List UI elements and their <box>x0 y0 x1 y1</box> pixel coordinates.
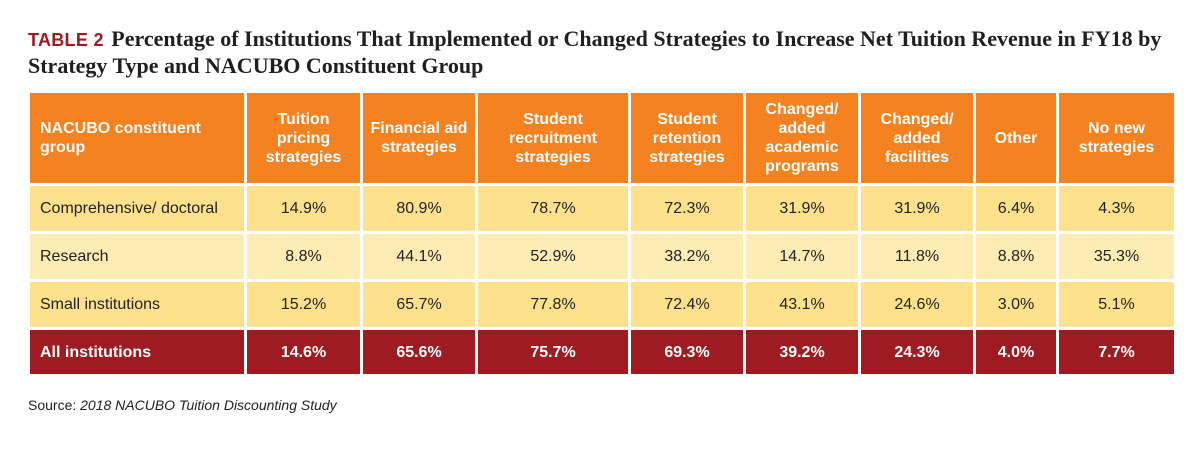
row-label: Comprehensive/ doctoral <box>30 186 244 231</box>
column-header: Other <box>976 93 1056 183</box>
total-row: All institutions 14.6% 65.6% 75.7% 69.3%… <box>30 330 1174 374</box>
table-cell: 80.9% <box>363 186 475 231</box>
table-cell: 39.2% <box>746 330 858 374</box>
table-cell: 31.9% <box>746 186 858 231</box>
source-note: Source: 2018 NACUBO Tuition Discounting … <box>28 397 337 413</box>
table-cell: 11.8% <box>861 234 973 279</box>
column-header: No new strategies <box>1059 93 1174 183</box>
table-cell: 35.3% <box>1059 234 1174 279</box>
column-header: Changed/ added facilities <box>861 93 973 183</box>
table-cell: 77.8% <box>478 282 628 327</box>
table-cell: 31.9% <box>861 186 973 231</box>
table-title-text: Percentage of Institutions That Implemen… <box>28 26 1162 78</box>
table-cell: 4.0% <box>976 330 1056 374</box>
table-cell: 43.1% <box>746 282 858 327</box>
table-cell: 7.7% <box>1059 330 1174 374</box>
column-header: NACUBO constituent group <box>30 93 244 183</box>
column-header: Student retention strategies <box>631 93 743 183</box>
column-header: Tuition pricing strategies <box>247 93 360 183</box>
table-cell: 14.7% <box>746 234 858 279</box>
table-cell: 5.1% <box>1059 282 1174 327</box>
table-cell: 78.7% <box>478 186 628 231</box>
column-header: Changed/ added academic programs <box>746 93 858 183</box>
table-title: TABLE 2 Percentage of Institutions That … <box>28 26 1178 78</box>
table-row: Research 8.8% 44.1% 52.9% 38.2% 14.7% 11… <box>30 234 1174 279</box>
source-text: 2018 NACUBO Tuition Discounting Study <box>80 397 337 413</box>
table-cell: 38.2% <box>631 234 743 279</box>
table-cell: 65.6% <box>363 330 475 374</box>
data-table: NACUBO constituent group Tuition pricing… <box>27 90 1177 377</box>
table-cell: 15.2% <box>247 282 360 327</box>
table-cell: 4.3% <box>1059 186 1174 231</box>
table-row: Comprehensive/ doctoral 14.9% 80.9% 78.7… <box>30 186 1174 231</box>
table-cell: 65.7% <box>363 282 475 327</box>
table-cell: 24.6% <box>861 282 973 327</box>
table-cell: 52.9% <box>478 234 628 279</box>
row-label: Small institutions <box>30 282 244 327</box>
table-cell: 8.8% <box>976 234 1056 279</box>
table-cell: 72.3% <box>631 186 743 231</box>
table-cell: 8.8% <box>247 234 360 279</box>
table-cell: 44.1% <box>363 234 475 279</box>
column-header: Student recruitment strategies <box>478 93 628 183</box>
table-number-label: TABLE 2 <box>28 30 104 50</box>
table-cell: 14.9% <box>247 186 360 231</box>
table-cell: 72.4% <box>631 282 743 327</box>
table-row: Small institutions 15.2% 65.7% 77.8% 72.… <box>30 282 1174 327</box>
header-row: NACUBO constituent group Tuition pricing… <box>30 93 1174 183</box>
table-cell: 24.3% <box>861 330 973 374</box>
table-cell: 3.0% <box>976 282 1056 327</box>
table-cell: 75.7% <box>478 330 628 374</box>
row-label: All institutions <box>30 330 244 374</box>
table-cell: 69.3% <box>631 330 743 374</box>
row-label: Research <box>30 234 244 279</box>
source-prefix: Source: <box>28 397 81 413</box>
table-cell: 6.4% <box>976 186 1056 231</box>
table-cell: 14.6% <box>247 330 360 374</box>
column-header: Financial aid strategies <box>363 93 475 183</box>
